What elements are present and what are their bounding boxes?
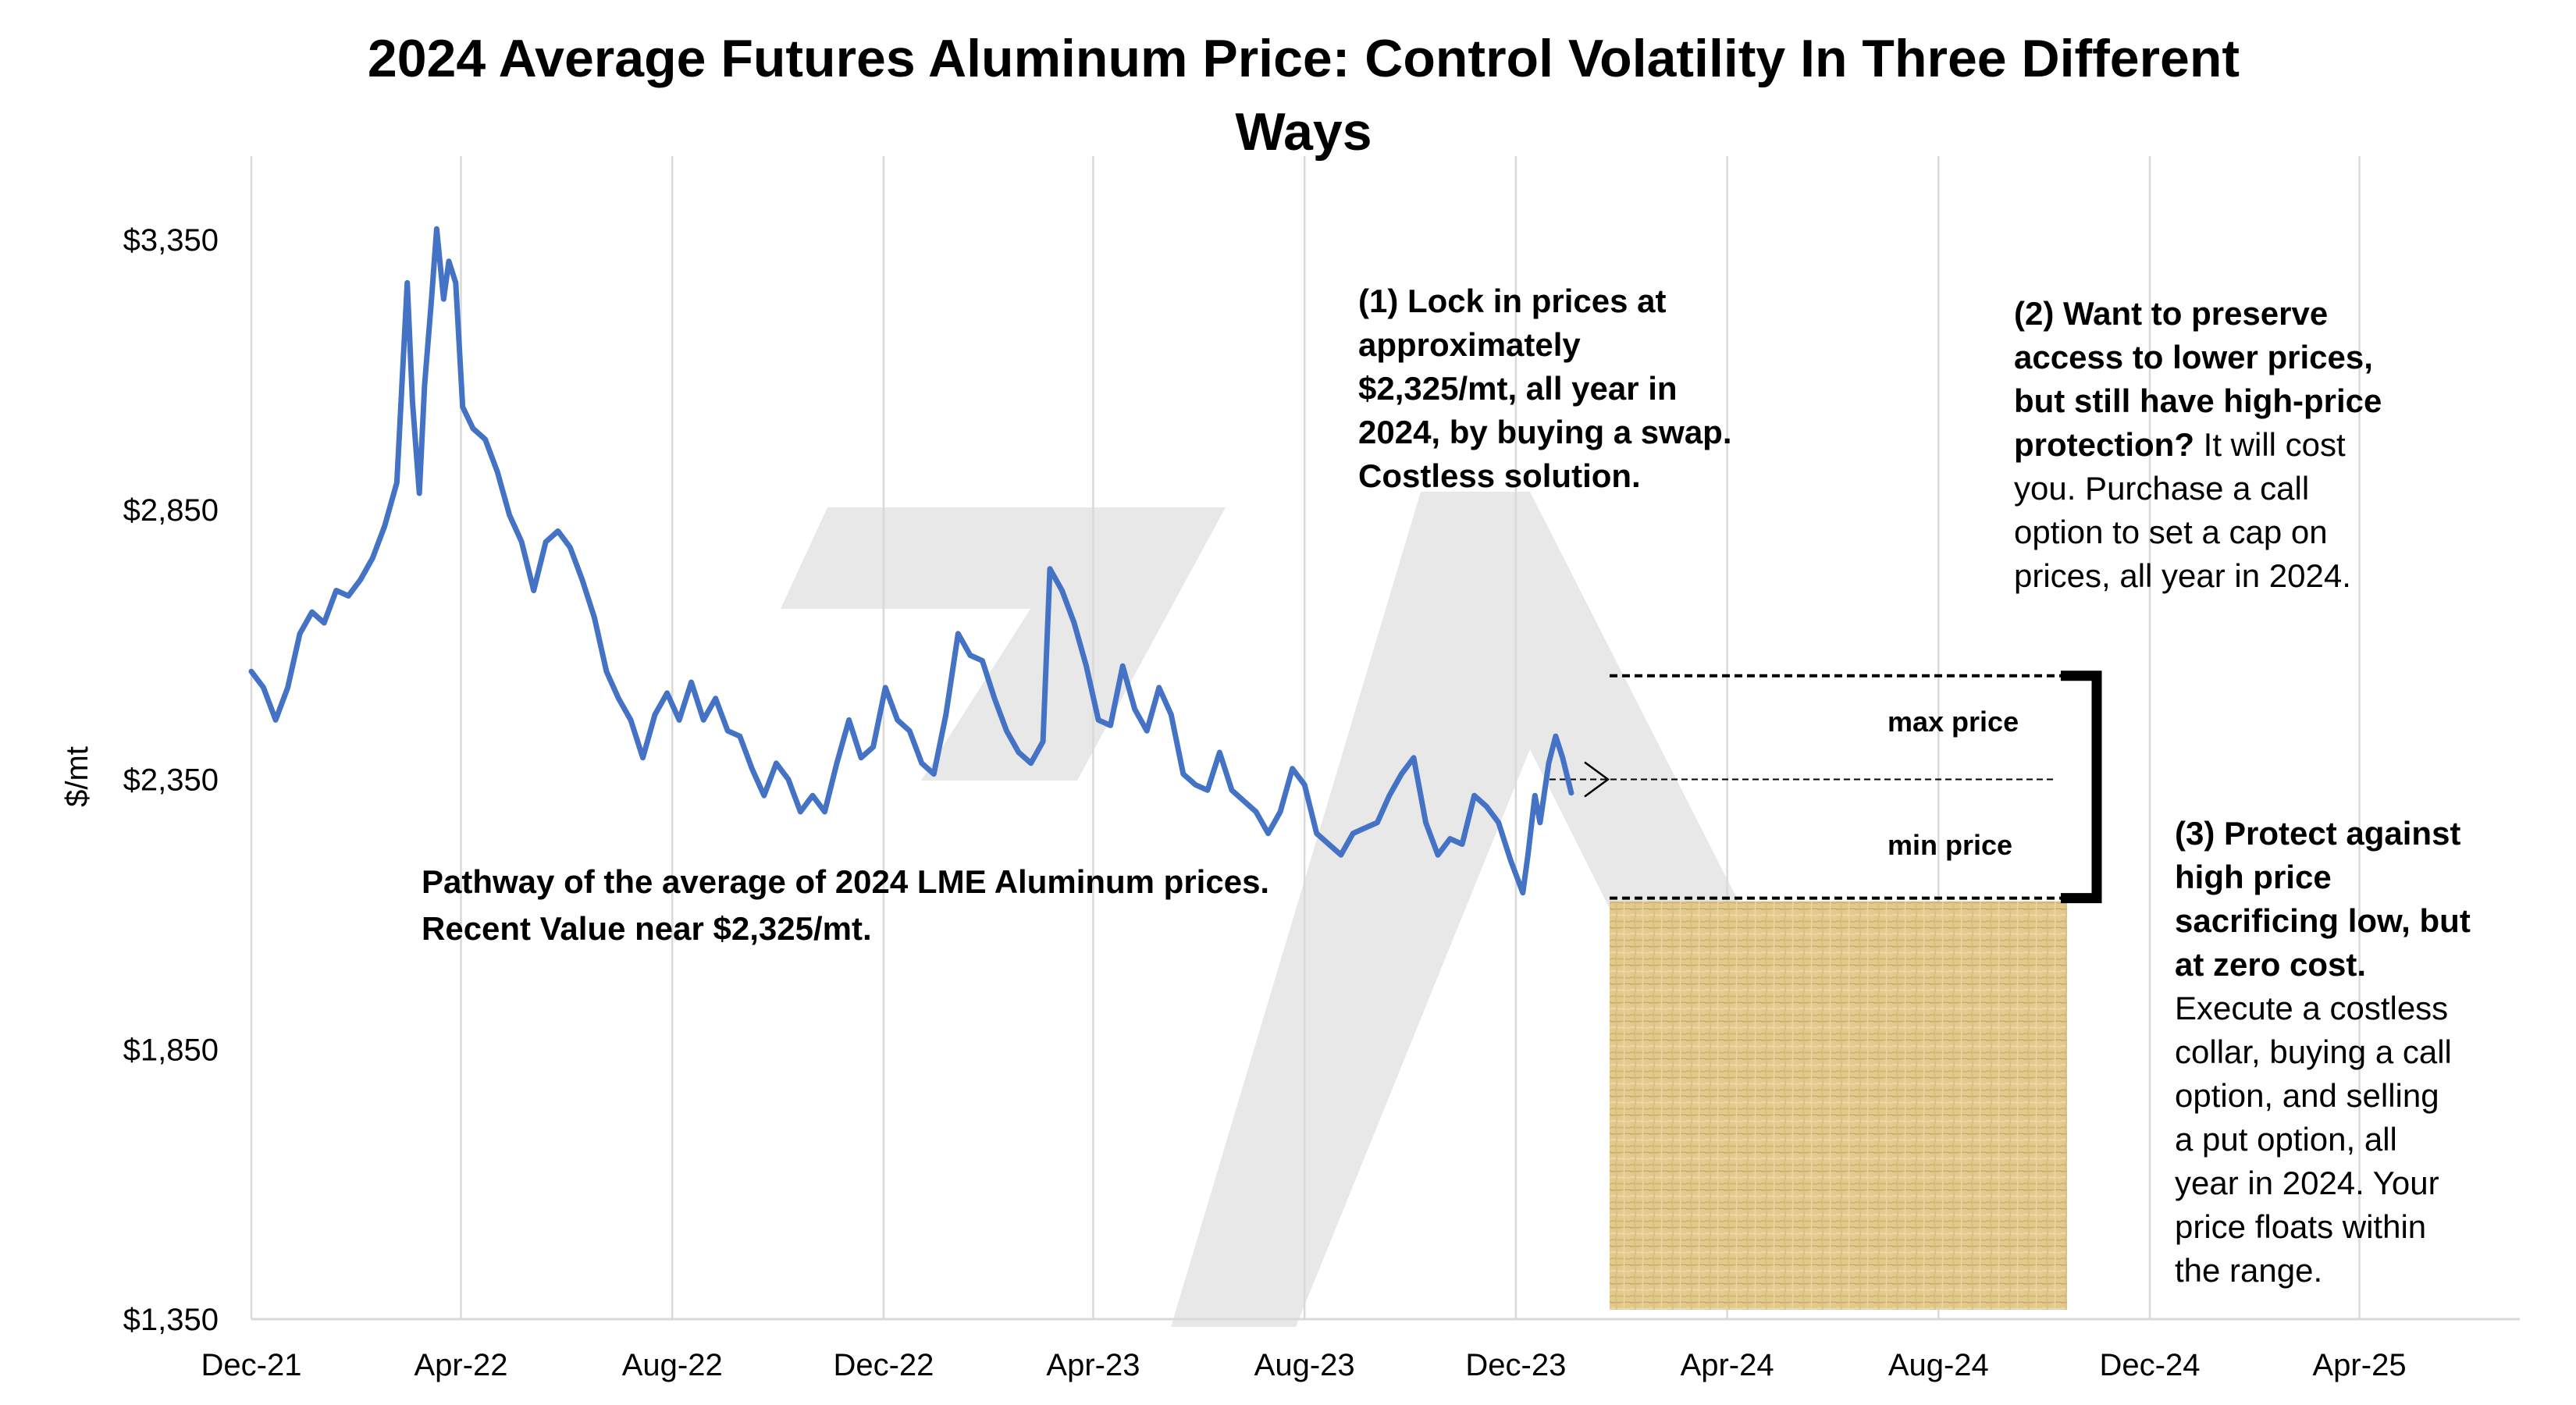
option-2-line: prices, all year in 2024. [2014, 557, 2351, 594]
pathway-line-2: Recent Value near $2,325/mt. [422, 910, 872, 947]
option-2-annotation: (2) Want to preserve access to lower pri… [2014, 292, 2382, 598]
option-3-bold-line: (3) Protect against [2175, 815, 2461, 852]
option-1-annotation: (1) Lock in prices at approximately $2,3… [1358, 279, 1732, 498]
pathway-line-1: Pathway of the average of 2024 LME Alumi… [422, 863, 1270, 900]
option-1-line: 2024, by buying a swap. [1358, 414, 1732, 450]
x-tick-label: Dec-21 [201, 1348, 302, 1382]
option-3-line: option, and selling [2175, 1077, 2439, 1114]
option-1-line: Costless solution. [1358, 457, 1641, 494]
option-3-bold-line: at zero cost. [2175, 946, 2367, 983]
x-tick-label: Apr-24 [1681, 1348, 1774, 1382]
chart-title-line-2: Ways [1235, 102, 1372, 162]
x-tick-label: Apr-22 [414, 1348, 507, 1382]
x-tick-label: Aug-22 [622, 1348, 723, 1382]
option-3-annotation: (3) Protect against high price sacrifici… [2175, 812, 2471, 1293]
y-tick-label: $1,850 [123, 1033, 219, 1067]
pathway-annotation: Pathway of the average of 2024 LME Alumi… [422, 859, 1269, 952]
option-3-line: a put option, all [2175, 1121, 2397, 1158]
x-tick-label: Aug-24 [1888, 1348, 1989, 1382]
y-tick-label: $2,850 [123, 493, 219, 528]
max-price-label: max price [1888, 706, 2019, 738]
y-axis-ticks: $1,350 $1,850 $2,350 $2,850 $3,350 [123, 223, 219, 1337]
collar-bracket [2061, 670, 2102, 904]
option-3-bold-line: high price [2175, 859, 2332, 895]
option-1-line: $2,325/mt, all year in [1358, 370, 1678, 407]
option-2-line: option to set a cap on [2014, 514, 2328, 550]
y-axis-label: $/mt [60, 746, 94, 807]
option-2-bold-line: but still have high-price [2014, 382, 2382, 419]
price-series-line [248, 226, 1574, 896]
x-tick-label: Dec-24 [2100, 1348, 2201, 1382]
option-3-line: price floats within [2175, 1208, 2427, 1245]
chart-title-line-1: 2024 Average Futures Aluminum Price: Con… [368, 29, 2240, 88]
y-tick-label: $2,350 [123, 763, 219, 798]
x-tick-label: Apr-23 [1046, 1348, 1140, 1382]
x-axis-ticks: Dec-21 Apr-22 Aug-22 Dec-22 Apr-23 Aug-23 Dec-… [201, 1348, 2407, 1382]
option-2-line: you. Purchase a call [2014, 470, 2310, 507]
option-3-line: the range. [2175, 1252, 2323, 1289]
option-2-mixed-line: protection? It will cost [2014, 423, 2382, 467]
option-1-line: (1) Lock in prices at [1358, 283, 1667, 319]
y-tick-label: $3,350 [123, 223, 219, 258]
x-tick-label: Aug-23 [1254, 1348, 1355, 1382]
y-tick-label: $1,350 [123, 1303, 219, 1337]
x-tick-label: Apr-25 [2313, 1348, 2407, 1382]
x-tick-label: Dec-23 [1465, 1348, 1566, 1382]
collar-texture-box [1610, 901, 2067, 1310]
option-2-bold-line: (2) Want to preserve [2014, 295, 2329, 332]
option-3-bold-line: sacrificing low, but [2175, 902, 2471, 939]
swap-arrow-head [1584, 761, 1610, 798]
option-2-bold-tail: protection? [2014, 426, 2194, 463]
min-price-label: min price [1888, 829, 2013, 861]
option-2-normal-tail: It will cost [2194, 426, 2346, 463]
option-3-line: Execute a costless [2175, 990, 2449, 1026]
option-3-line: collar, buying a call [2175, 1033, 2452, 1070]
option-3-line: year in 2024. Your [2175, 1165, 2439, 1201]
option-1-line: approximately [1358, 326, 1581, 363]
option-2-bold-line: access to lower prices, [2014, 339, 2373, 375]
x-tick-label: Dec-22 [833, 1348, 934, 1382]
